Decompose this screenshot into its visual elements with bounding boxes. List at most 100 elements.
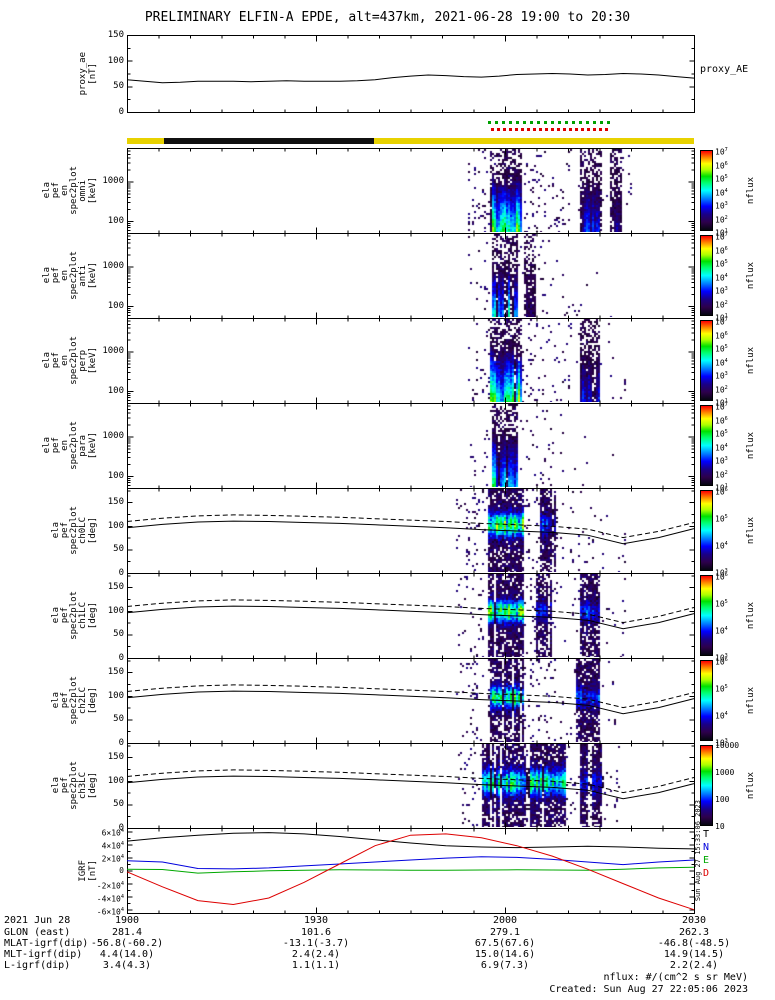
colorbar-tick-label: 104 [715, 541, 728, 551]
axis-label: ela pef en spec2plot perp [keV] [42, 336, 98, 385]
x-tick-label: 1900 [114, 915, 140, 926]
ephemeris-value: 15.0(14.6) [474, 949, 536, 960]
y-tick-label: 50 [113, 799, 124, 810]
science-zone-gap [163, 138, 374, 144]
y-tick-label: 1000 [102, 346, 124, 357]
axis-label: ela pef spec2plot ch2LC [deg] [51, 676, 98, 725]
colorbar-tick-label: 103 [715, 568, 728, 578]
y-tick-label: 150 [107, 30, 124, 40]
y-tick-label: 0 [118, 568, 124, 578]
colorbar-tick-label: 10000 [715, 741, 740, 750]
colorbar [700, 150, 713, 231]
colorbar-tick-label: 106 [715, 572, 728, 582]
colorbar-tick-label: 100 [715, 795, 730, 804]
colorbar-tick-label: 102 [715, 469, 728, 480]
colorbar-title: nflux [746, 346, 756, 375]
plot-title: PRELIMINARY ELFIN-A EPDE, alt=437km, 202… [144, 10, 631, 25]
y-tick-label: 1000 [102, 431, 124, 442]
y-tick-label: -2×104 [96, 880, 124, 891]
y-tick-label: 2×104 [101, 854, 124, 865]
burst-marker-red [491, 128, 611, 131]
y-tick-label: 6×104 [101, 828, 124, 838]
ephemeris-row-label: MLAT-igrf(dip) [4, 938, 89, 949]
colorbar-title: nflux [746, 516, 756, 545]
colorbar-title: nflux [746, 601, 756, 630]
y-tick-label: 150 [107, 667, 124, 678]
y-tick-label: 0 [118, 653, 124, 663]
colorbar [700, 660, 713, 741]
ephemeris-value: 279.1 [489, 927, 521, 938]
axis-label: ela pef en spec2plot para [keV] [42, 421, 98, 470]
axis-label: ela pef spec2plot ch1LC [deg] [51, 591, 98, 640]
colorbar-tick-label: 106 [715, 330, 728, 341]
colorbar-tick-label: 106 [715, 657, 728, 667]
colorbar-tick-label: 103 [715, 201, 728, 211]
colorbar-tick-label: 1000 [715, 768, 735, 777]
side-timestamp: Sun Aug 27 15:33:06 2023 [694, 800, 702, 902]
nflux-units-note: nflux: #/(cm^2 s sr MeV) [603, 972, 749, 983]
x-tick-label: 2000 [492, 915, 518, 926]
igrf-legend-N: N [703, 842, 710, 853]
y-tick-label: 50 [113, 714, 124, 725]
colorbar-tick-label: 101 [715, 483, 728, 493]
colorbar-tick-label: 105 [715, 514, 728, 524]
y-tick-label: 100 [107, 216, 124, 227]
colorbar-tick-label: 104 [715, 442, 728, 453]
colorbar-tick-label: 101 [715, 313, 728, 323]
colorbar-tick-label: 105 [715, 344, 728, 354]
colorbar-tick-label: 104 [715, 357, 728, 368]
spectrogram-ela_pef_spec2plot_ch3LC [128, 744, 693, 827]
y-tick-label: 1000 [102, 261, 124, 272]
colorbar-tick-label: 104 [715, 187, 728, 198]
proxy-ae-right-label: proxy_AE [700, 64, 749, 75]
colorbar-tick-label: 104 [715, 626, 728, 636]
colorbar-tick-label: 105 [715, 429, 728, 439]
y-tick-label: 100 [107, 55, 124, 66]
ephemeris-value: 1.1(1.1) [291, 960, 341, 971]
y-tick-label: 100 [107, 605, 124, 616]
colorbar-tick-label: 102 [715, 384, 728, 395]
colorbar-tick-label: 104 [715, 272, 728, 283]
y-tick-label: 50 [113, 544, 124, 555]
colorbar-tick-label: 101 [715, 228, 728, 238]
colorbar-tick-label: 107 [715, 232, 728, 242]
ephemeris-value: 67.5(67.6) [474, 938, 536, 949]
colorbar-tick-label: 104 [715, 711, 728, 721]
colorbar-tick-label: 102 [715, 214, 728, 225]
colorbar-title: nflux [746, 176, 756, 205]
y-tick-label: 150 [107, 582, 124, 593]
y-tick-label: 0 [118, 823, 124, 833]
colorbar-tick-label: 103 [715, 653, 728, 663]
y-tick-label: 100 [107, 386, 124, 397]
spectrogram-ela_pef_en_spec2plot_anti [128, 234, 693, 317]
ephemeris-value: 14.9(14.5) [663, 949, 725, 960]
colorbar [700, 405, 713, 486]
colorbar-tick-label: 106 [715, 245, 728, 256]
colorbar-tick-label: 107 [715, 402, 728, 412]
igrf-legend-D: D [703, 868, 710, 879]
axis-label: ela pef spec2plot ch3LC [deg] [51, 761, 98, 810]
colorbar [700, 575, 713, 656]
y-tick-label: 150 [107, 752, 124, 763]
ephemeris-value: 3.4(4.3) [102, 960, 152, 971]
colorbar-tick-label: 107 [715, 317, 728, 327]
y-tick-label: 50 [113, 81, 124, 92]
spectrogram-ela_pef_en_spec2plot_para [128, 404, 693, 487]
colorbar [700, 235, 713, 316]
colorbar-tick-label: 10 [715, 822, 725, 831]
y-tick-label: 0 [118, 738, 124, 748]
ephemeris-row-label: L-igrf(dip) [4, 960, 71, 971]
science-zone-bar [127, 138, 694, 144]
colorbar-tick-label: 102 [715, 299, 728, 310]
y-tick-label: -4×104 [96, 893, 124, 904]
spectrogram-ela_pef_spec2plot_ch2LC [128, 659, 693, 742]
colorbar-tick-label: 106 [715, 487, 728, 497]
spectrogram-ela_pef_spec2plot_ch1LC [128, 574, 693, 657]
created-note: Created: Sun Aug 27 22:05:06 2023 [549, 984, 748, 995]
y-tick-label: 100 [107, 775, 124, 786]
colorbar-tick-label: 103 [715, 738, 728, 748]
colorbar-tick-label: 106 [715, 160, 728, 171]
ephemeris-row-label: GLON (east) [4, 927, 71, 938]
ephemeris-value: -56.8(-60.2) [90, 938, 164, 949]
